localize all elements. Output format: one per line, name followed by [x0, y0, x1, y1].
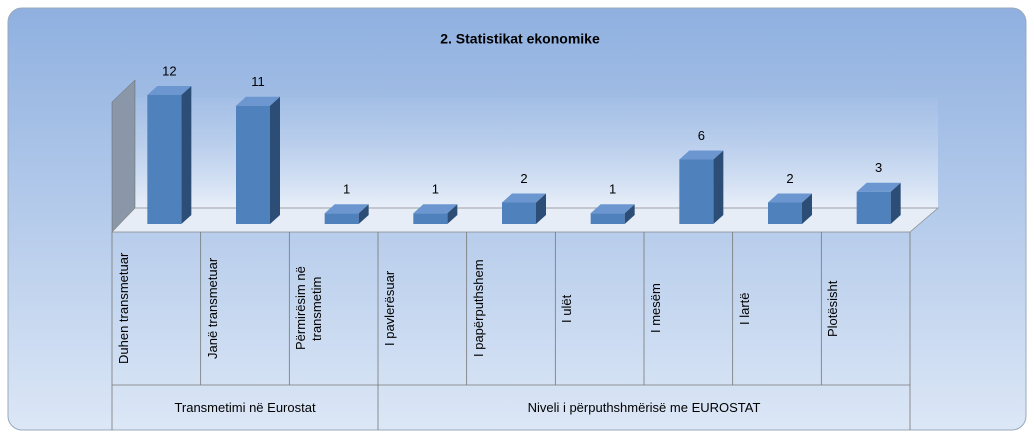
- data-label: 2: [786, 171, 793, 186]
- data-label: 1: [609, 182, 616, 197]
- data-label: 12: [162, 63, 176, 78]
- bar-top: [413, 204, 458, 214]
- bar-side: [802, 193, 812, 224]
- bar-top: [679, 150, 724, 160]
- bar-top: [147, 86, 192, 95]
- bar-side: [536, 193, 546, 224]
- data-label: 1: [432, 182, 439, 197]
- group-label: Niveli i përputhshmërisë me EUROSTAT: [527, 400, 761, 415]
- bar-side: [713, 150, 724, 224]
- side-wall: [111, 79, 136, 233]
- bar-top: [236, 96, 280, 106]
- bar: [236, 105, 270, 224]
- bar-top: [502, 193, 546, 203]
- bar: [679, 159, 714, 224]
- bar-side: [624, 204, 635, 224]
- bar-side: [890, 182, 901, 224]
- bar: [147, 95, 182, 224]
- group-label: Transmetimi në Eurostat: [174, 400, 316, 415]
- x-tick-label: Janë transmetuar: [204, 257, 220, 360]
- bar-top: [324, 204, 369, 214]
- data-label: 1: [343, 182, 350, 197]
- bar: [768, 202, 802, 224]
- x-tick-label: I mesëm: [648, 283, 663, 334]
- bar: [502, 202, 536, 224]
- x-tick-label: I papërputhshem: [470, 259, 486, 358]
- x-tick-label: I pavlerësuar: [382, 270, 397, 347]
- data-label: 3: [875, 160, 882, 175]
- bar-side: [181, 86, 192, 224]
- x-tick-label: Duhen transmetuar: [116, 252, 131, 365]
- x-tick-label: I lartë: [736, 292, 752, 325]
- bar: [856, 191, 891, 224]
- bar-side: [447, 204, 458, 224]
- data-label: 11: [251, 74, 265, 89]
- chart-title: 2. Statistikat ekonomike: [440, 31, 600, 47]
- bar-top: [590, 204, 635, 214]
- bar-top: [856, 182, 901, 192]
- bar-top: [768, 193, 812, 203]
- x-tick-label: Plotësisht: [825, 280, 841, 337]
- data-label: 6: [698, 128, 705, 143]
- bar: [590, 213, 625, 224]
- bar-side: [358, 204, 369, 224]
- x-tick-label: Përmirësim në transmetim: [293, 266, 325, 351]
- bar-side: [270, 96, 280, 224]
- x-tick-label: I ulët: [559, 294, 575, 323]
- bar: [413, 213, 448, 224]
- data-label: 2: [520, 171, 527, 186]
- bar: [324, 213, 359, 224]
